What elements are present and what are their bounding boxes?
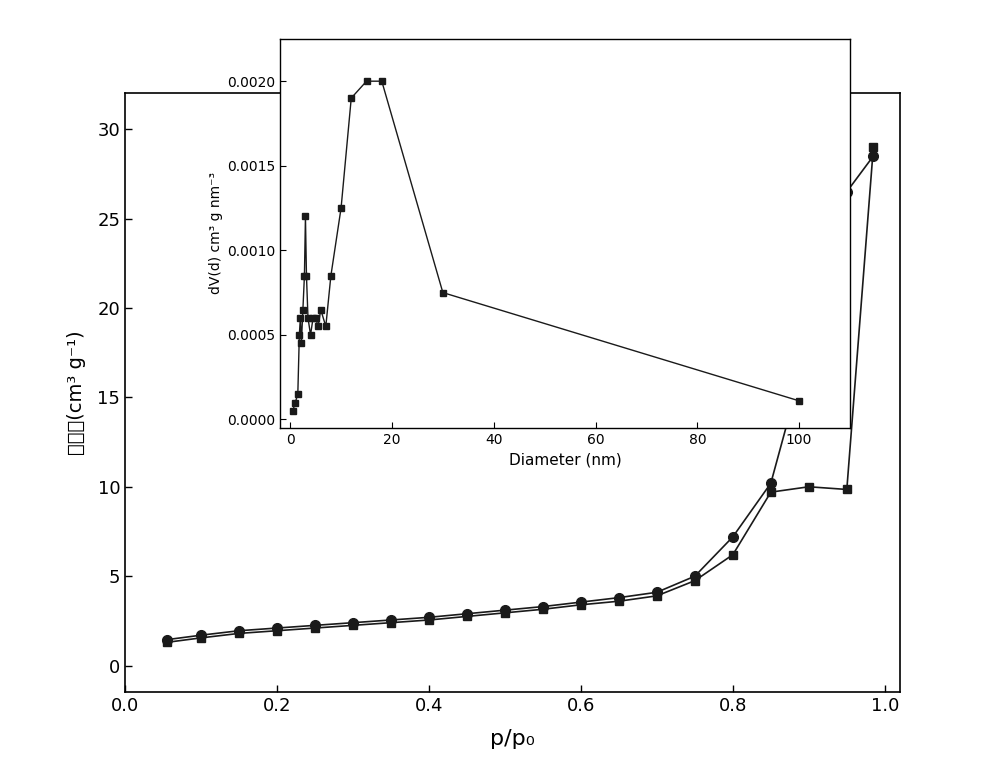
- Y-axis label: dV(d) cm³ g nm⁻³: dV(d) cm³ g nm⁻³: [209, 173, 223, 294]
- X-axis label: p/p₀: p/p₀: [490, 729, 535, 749]
- X-axis label: Diameter (nm): Diameter (nm): [509, 452, 621, 468]
- Y-axis label: 孔容积(cm³ g⁻¹): 孔容积(cm³ g⁻¹): [67, 331, 86, 455]
